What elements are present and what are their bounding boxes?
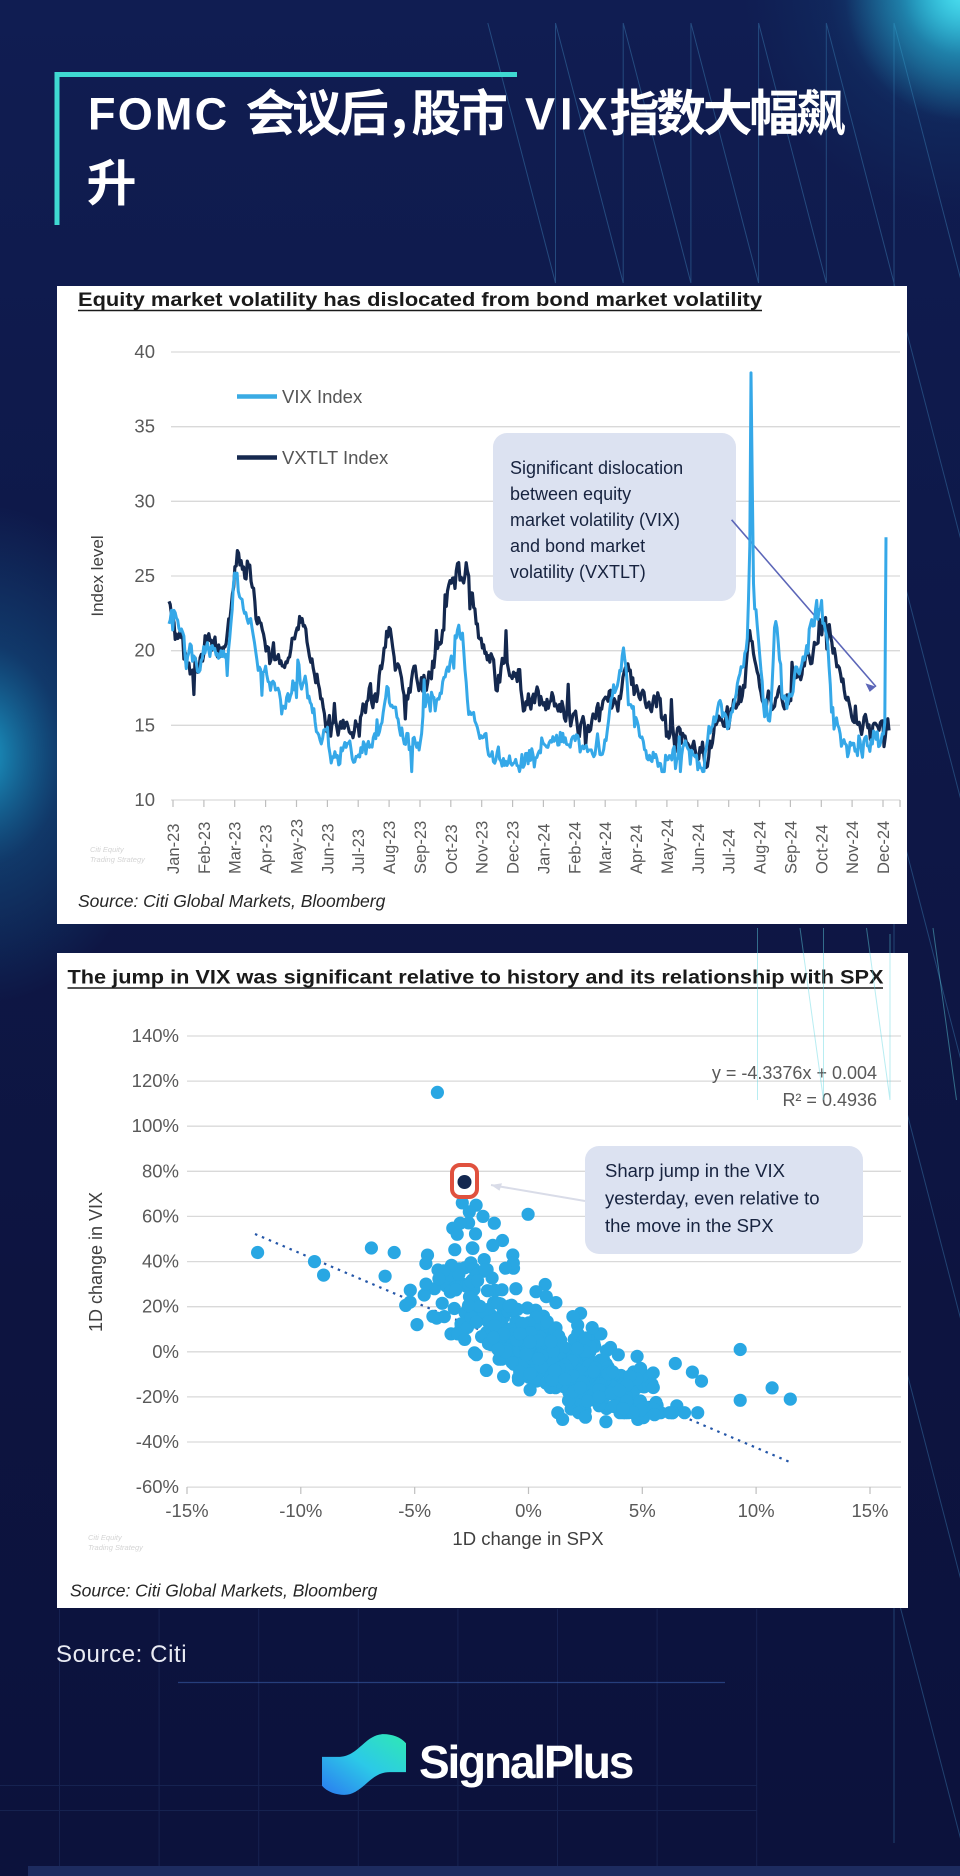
svg-text:Equity market volatility has d: Equity market volatility has dislocated … <box>78 289 762 311</box>
svg-text:5%: 5% <box>629 1500 656 1521</box>
svg-text:Trading Strategy: Trading Strategy <box>88 1543 144 1552</box>
svg-text:yesterday, even relative to: yesterday, even relative to <box>605 1188 820 1209</box>
svg-text:40: 40 <box>134 341 155 362</box>
svg-text:Jun-23: Jun-23 <box>319 824 337 874</box>
svg-text:Jul-24: Jul-24 <box>721 829 739 874</box>
svg-text:Significant dislocation: Significant dislocation <box>510 458 683 478</box>
svg-text:Source: Citi Global Markets, B: Source: Citi Global Markets, Bloomberg <box>78 891 386 911</box>
svg-text:Jun-24: Jun-24 <box>690 824 708 874</box>
svg-text:10: 10 <box>134 789 155 810</box>
svg-text:Oct-23: Oct-23 <box>443 824 461 874</box>
svg-text:Apr-24: Apr-24 <box>628 824 646 874</box>
svg-text:The jump in VIX was significan: The jump in VIX was significant relative… <box>68 967 884 989</box>
svg-text:Sharp jump in the VIX: Sharp jump in the VIX <box>605 1160 785 1181</box>
svg-text:Aug-23: Aug-23 <box>381 821 399 874</box>
svg-text:Mar-24: Mar-24 <box>597 822 615 874</box>
svg-text:y = -4.3376x + 0.004: y = -4.3376x + 0.004 <box>712 1063 877 1083</box>
svg-text:-40%: -40% <box>136 1431 179 1452</box>
svg-text:-10%: -10% <box>279 1500 322 1521</box>
svg-text:Apr-23: Apr-23 <box>258 824 276 874</box>
svg-text:May-24: May-24 <box>659 819 677 874</box>
svg-text:VXTLT Index: VXTLT Index <box>282 447 389 468</box>
svg-text:40%: 40% <box>142 1251 179 1272</box>
svg-text:R² = 0.4936: R² = 0.4936 <box>782 1090 877 1110</box>
svg-text:Jan-24: Jan-24 <box>535 824 553 874</box>
svg-text:Nov-24: Nov-24 <box>844 821 862 874</box>
svg-text:volatility (VXTLT): volatility (VXTLT) <box>510 562 646 582</box>
svg-text:10%: 10% <box>738 1500 775 1521</box>
svg-text:25: 25 <box>134 565 155 586</box>
svg-text:-20%: -20% <box>136 1386 179 1407</box>
svg-text:-15%: -15% <box>165 1500 208 1521</box>
svg-text:30: 30 <box>134 490 155 511</box>
svg-text:VIX Index: VIX Index <box>282 386 363 407</box>
svg-text:Citi Equity: Citi Equity <box>90 845 125 854</box>
svg-text:Source: Citi Global Markets, B: Source: Citi Global Markets, Bloomberg <box>70 1581 378 1601</box>
svg-text:0%: 0% <box>152 1341 179 1362</box>
svg-text:1D change in SPX: 1D change in SPX <box>452 1528 603 1549</box>
svg-text:100%: 100% <box>132 1115 179 1136</box>
svg-text:0%: 0% <box>515 1500 542 1521</box>
svg-text:Nov-23: Nov-23 <box>474 821 492 874</box>
svg-text:Mar-23: Mar-23 <box>227 822 245 874</box>
svg-text:Oct-24: Oct-24 <box>813 824 831 874</box>
svg-text:15%: 15% <box>851 1500 888 1521</box>
svg-text:VIX: VIX <box>525 89 613 140</box>
svg-text:-5%: -5% <box>398 1500 431 1521</box>
svg-text:-60%: -60% <box>136 1476 179 1497</box>
svg-text:Sep-23: Sep-23 <box>412 821 430 874</box>
svg-text:Trading Strategy: Trading Strategy <box>90 855 146 864</box>
svg-text:Jul-23: Jul-23 <box>350 829 368 874</box>
svg-text:market volatility (VIX): market volatility (VIX) <box>510 510 680 530</box>
svg-text:Aug-24: Aug-24 <box>752 821 770 874</box>
svg-text:and bond market: and bond market <box>510 536 645 556</box>
svg-text:20: 20 <box>134 640 155 661</box>
svg-text:120%: 120% <box>132 1070 179 1091</box>
svg-text:140%: 140% <box>132 1025 179 1046</box>
svg-text:35: 35 <box>134 416 155 437</box>
svg-text:Index level: Index level <box>88 535 107 616</box>
svg-text:between equity: between equity <box>510 484 631 504</box>
svg-text:Jan-23: Jan-23 <box>165 824 183 874</box>
svg-text:Sep-24: Sep-24 <box>782 821 800 874</box>
svg-text:15: 15 <box>134 714 155 735</box>
svg-text:FOMC: FOMC <box>88 89 229 140</box>
svg-text:60%: 60% <box>142 1205 179 1226</box>
svg-text:May-23: May-23 <box>289 819 307 874</box>
svg-text:1D change in VIX: 1D change in VIX <box>86 1192 106 1332</box>
svg-text:Dec-24: Dec-24 <box>875 821 893 874</box>
svg-text:Feb-23: Feb-23 <box>196 822 214 874</box>
svg-text:80%: 80% <box>142 1160 179 1181</box>
svg-text:Citi Equity: Citi Equity <box>88 1533 123 1542</box>
svg-text:Dec-23: Dec-23 <box>505 821 523 874</box>
svg-text:20%: 20% <box>142 1296 179 1317</box>
svg-text:the move in the SPX: the move in the SPX <box>605 1215 774 1236</box>
svg-text:Feb-24: Feb-24 <box>566 822 584 874</box>
